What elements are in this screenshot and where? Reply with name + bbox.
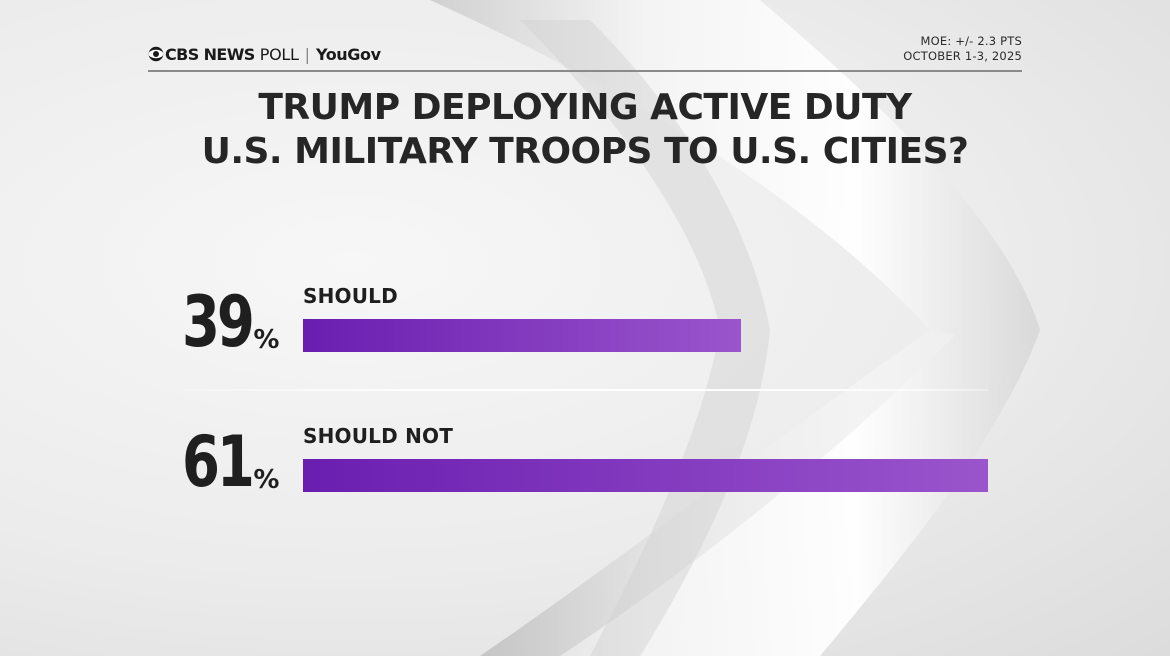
brand-poll: POLL: [259, 44, 299, 64]
category-label-should: SHOULD: [303, 284, 398, 308]
value-label-should: 39%: [182, 287, 279, 357]
row-divider: [183, 389, 988, 391]
brand-cbs-news: CBS NEWS: [165, 44, 255, 64]
margin-of-error: MOE: +/- 2.3 PTS: [920, 34, 1022, 48]
value-label-should-not: 61%: [182, 427, 279, 497]
bar-should: [303, 319, 741, 352]
poll-dates: OCTOBER 1-3, 2025: [903, 49, 1022, 63]
percent-sign-should-not: %: [253, 465, 280, 495]
chart-title: TRUMP DEPLOYING ACTIVE DUTY U.S. MILITAR…: [0, 86, 1170, 174]
chart-title-line-2: U.S. MILITARY TROOPS TO U.S. CITIES?: [201, 131, 969, 172]
chart-title-line-1: TRUMP DEPLOYING ACTIVE DUTY: [258, 87, 912, 128]
header-divider: [148, 70, 1022, 72]
bar-should-not: [303, 459, 988, 492]
brand-separator: |: [304, 44, 310, 64]
cbs-eye-icon: [148, 46, 164, 62]
percent-sign-should: %: [253, 325, 280, 355]
poll-meta: MOE: +/- 2.3 PTS OCTOBER 1-3, 2025: [903, 34, 1022, 64]
category-label-should-not: SHOULD NOT: [303, 424, 454, 448]
value-number-should: 39: [182, 281, 255, 363]
value-number-should-not: 61: [182, 421, 255, 503]
brand-yougov: YouGov: [316, 44, 381, 64]
poll-brand: CBS NEWS POLL | YouGov: [148, 41, 381, 67]
